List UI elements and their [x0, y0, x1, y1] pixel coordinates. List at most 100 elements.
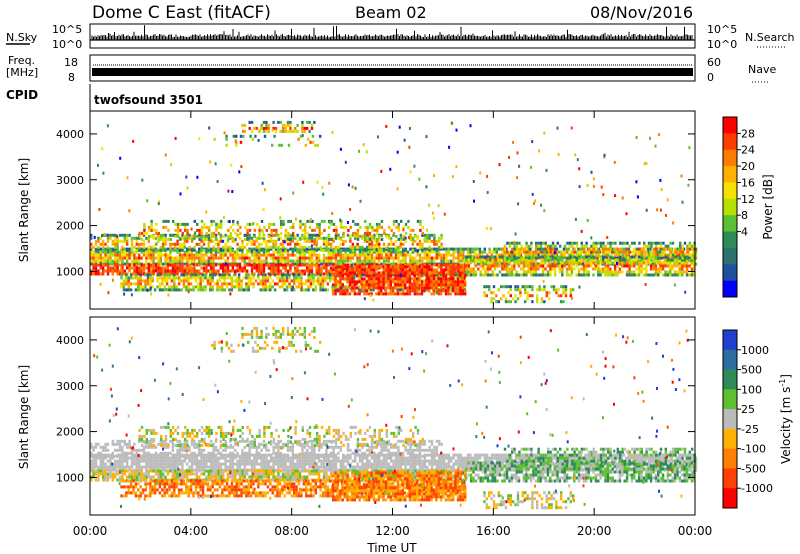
heatmap-cell [452, 286, 455, 290]
heatmap-cell [486, 270, 490, 274]
heatmap-cell [281, 282, 284, 286]
heatmap-cell [147, 269, 150, 273]
heatmap-cell [243, 245, 246, 249]
heatmap-cell [396, 271, 400, 275]
heatmap-cell [368, 277, 371, 281]
heatmap-cell [142, 248, 146, 252]
heatmap-cell [623, 241, 627, 245]
heatmap-cell [315, 269, 318, 273]
heatmap-cell [318, 225, 321, 229]
heatmap-cell [432, 274, 436, 278]
heatmap-cell [358, 265, 361, 269]
heatmap-cell [459, 286, 462, 290]
heatmap-cell [585, 255, 588, 259]
heatmap-cell [548, 291, 551, 295]
heatmap-cell [171, 266, 174, 270]
heatmap-cell [205, 266, 208, 270]
heatmap-cell [94, 465, 98, 469]
heatmap-cell [561, 273, 564, 277]
heatmap-cell [418, 253, 422, 257]
heatmap-cell [244, 237, 247, 241]
heatmap-cell [249, 134, 252, 138]
heatmap-cell [344, 248, 347, 252]
heatmap-cell [170, 276, 174, 280]
heatmap-cell [295, 273, 298, 277]
heatmap-cell [432, 211, 434, 215]
heatmap-cell [219, 256, 222, 260]
heatmap-cell [434, 276, 437, 280]
heatmap-cell [459, 247, 462, 251]
heatmap-cell [479, 171, 482, 175]
heatmap-cell [676, 258, 679, 262]
heatmap-cell [366, 256, 369, 260]
heatmap-cell [354, 253, 357, 257]
heatmap-cell [180, 273, 183, 277]
heatmap-cell [161, 288, 164, 292]
heatmap-cell [319, 285, 322, 289]
heatmap-cell [266, 285, 270, 289]
heatmap-cell [258, 242, 261, 246]
heatmap-cell [421, 248, 424, 252]
heatmap-cell [667, 247, 670, 251]
heatmap-cell [215, 225, 218, 229]
heatmap-cell [525, 273, 528, 277]
heatmap-cell [341, 271, 344, 275]
heatmap-cell [666, 255, 670, 259]
heatmap-cell [90, 262, 93, 266]
heatmap-cell [92, 245, 95, 249]
heatmap-cell [330, 266, 333, 270]
heatmap-cell [411, 286, 414, 290]
heatmap-cell [118, 239, 122, 243]
heatmap-cell [214, 247, 218, 251]
heatmap-cell [282, 219, 285, 223]
heatmap-cell [207, 245, 210, 249]
heatmap-cell [284, 266, 287, 270]
heatmap-cell [416, 249, 419, 253]
heatmap-cell [505, 258, 509, 262]
heatmap-cell [425, 274, 428, 278]
heatmap-cell [269, 273, 272, 277]
heatmap-cell [539, 264, 542, 268]
heatmap-cell [440, 289, 443, 293]
heatmap-cell [525, 261, 528, 265]
heatmap-cell [322, 266, 326, 270]
heatmap-cell [104, 263, 107, 267]
heatmap-cell [372, 288, 375, 292]
heatmap-cell [267, 250, 270, 254]
heatmap-cell [486, 253, 489, 257]
heatmap-cell [99, 250, 102, 254]
heatmap-cell [210, 236, 213, 240]
heatmap-cell [271, 128, 274, 132]
heatmap-cell [109, 248, 112, 252]
heatmap-cell [334, 256, 338, 260]
heatmap-cell [355, 282, 358, 286]
heatmap-cell [575, 241, 579, 245]
heatmap-cell [520, 267, 523, 271]
heatmap-cell [280, 222, 283, 226]
heatmap-cell [111, 465, 114, 469]
heatmap-cell [217, 269, 220, 273]
heatmap-cell [340, 222, 343, 226]
heatmap-cell [647, 241, 651, 245]
heatmap-cell [128, 456, 131, 460]
heatmap-cell [432, 271, 436, 275]
heatmap-cell [387, 248, 390, 252]
heatmap-cell [258, 259, 261, 263]
heatmap-cell [553, 247, 556, 251]
heatmap-cell [681, 261, 684, 265]
heatmap-cell [438, 245, 441, 249]
heatmap-cell [250, 266, 254, 270]
heatmap-cell [655, 256, 658, 260]
heatmap-cell [356, 259, 359, 263]
heatmap-cell [611, 270, 614, 274]
heatmap-cell [176, 222, 180, 226]
heatmap-cell [452, 289, 455, 293]
heatmap-cell [447, 289, 450, 293]
heatmap-cell [477, 258, 480, 262]
heatmap-cell [421, 225, 424, 229]
heatmap-cell [147, 236, 150, 240]
heatmap-cell [344, 263, 347, 267]
heatmap-cell [603, 153, 606, 157]
heatmap-cell [664, 273, 667, 277]
